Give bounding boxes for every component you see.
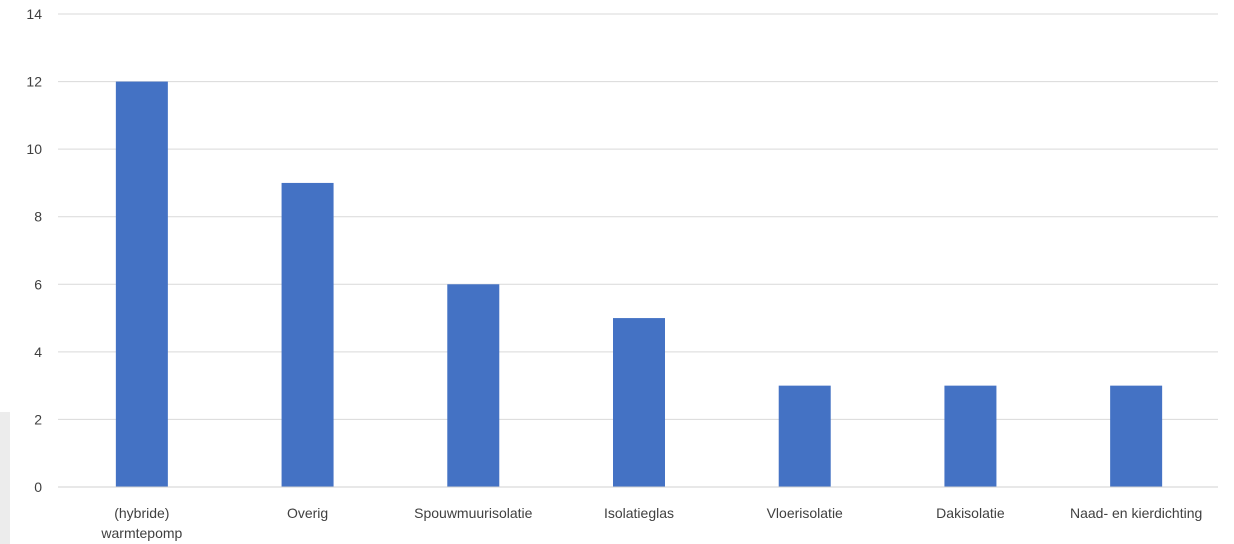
x-category-label: (hybride) (114, 505, 169, 521)
x-category-label: warmtepomp (100, 525, 182, 541)
x-category-label: Vloerisolatie (767, 505, 843, 521)
x-category-label: Isolatieglas (604, 505, 674, 521)
bar (613, 318, 665, 487)
y-tick-label: 0 (34, 479, 42, 495)
bar (944, 385, 997, 487)
y-tick-label: 8 (34, 209, 42, 225)
bar (115, 81, 168, 488)
bar (447, 284, 500, 487)
y-tick-label: 4 (34, 344, 42, 360)
x-category-label: Overig (287, 505, 328, 521)
y-tick-label: 6 (34, 276, 42, 292)
gridlines (58, 13, 1218, 420)
bar (281, 182, 334, 487)
left-edge-strip (0, 412, 10, 544)
y-tick-label: 14 (26, 6, 42, 22)
x-category-label: Dakisolatie (936, 505, 1005, 521)
y-tick-label: 2 (34, 411, 42, 427)
x-category-label: Naad- en kierdichting (1070, 505, 1202, 521)
y-axis-tick-labels: 0 2 4 6 8 10 12 14 (26, 6, 42, 495)
y-tick-label: 12 (26, 74, 42, 90)
x-axis-category-labels: (hybride) warmtepomp Overig Spouwmuurisolat… (100, 505, 1202, 541)
bar (1110, 385, 1163, 487)
x-category-label: Spouwmuurisolatie (414, 505, 532, 521)
y-tick-label: 10 (26, 141, 42, 157)
bar (778, 385, 831, 487)
bars (115, 81, 1163, 488)
